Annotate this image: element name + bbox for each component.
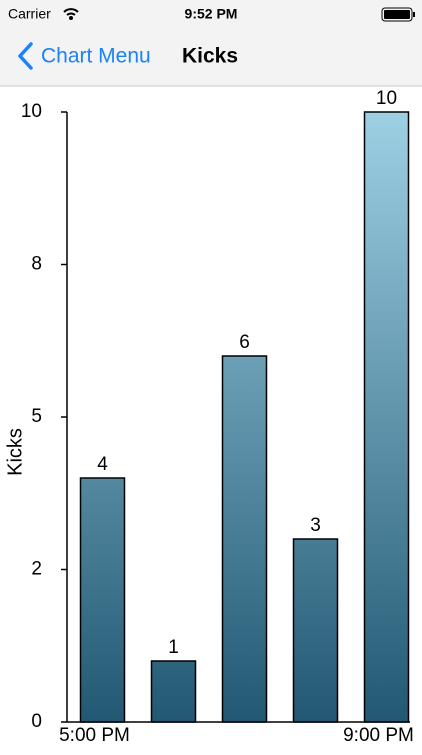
bar: [79, 477, 126, 723]
clock: 9:52 PM: [185, 6, 238, 22]
battery-icon: [381, 7, 415, 22]
y-tick-label: 5: [31, 406, 42, 427]
nav-title: Kicks: [182, 45, 238, 68]
back-label[interactable]: Chart Menu: [41, 45, 151, 68]
bar: [292, 538, 339, 723]
bar: [150, 660, 197, 723]
wifi-icon: [63, 8, 79, 20]
data-label: 10: [376, 88, 397, 109]
y-tick-label: 8: [31, 254, 42, 275]
y-axis-label: Kicks: [4, 428, 26, 476]
x-tick-label: 5:00 PM: [59, 725, 130, 746]
back-button[interactable]: Chart Menu: [18, 42, 151, 70]
data-label: 6: [239, 332, 250, 353]
data-label: 1: [168, 637, 179, 658]
bar: [363, 111, 410, 723]
y-tick-label: 0: [31, 711, 42, 732]
plot: 0 2 5 8 10 5:00 PM 4 1 6 3 9:00 PM 10: [21, 88, 414, 746]
back-chevron[interactable]: [18, 42, 33, 70]
carrier: Carrier: [8, 6, 51, 22]
bar: [221, 355, 268, 723]
x-tick-label: 9:00 PM: [343, 725, 414, 746]
header-bg: [0, 0, 422, 86]
y-tick-label: 10: [21, 101, 42, 122]
data-label: 4: [97, 454, 108, 475]
data-label: 3: [310, 515, 321, 536]
y-tick-label: 2: [31, 559, 42, 580]
